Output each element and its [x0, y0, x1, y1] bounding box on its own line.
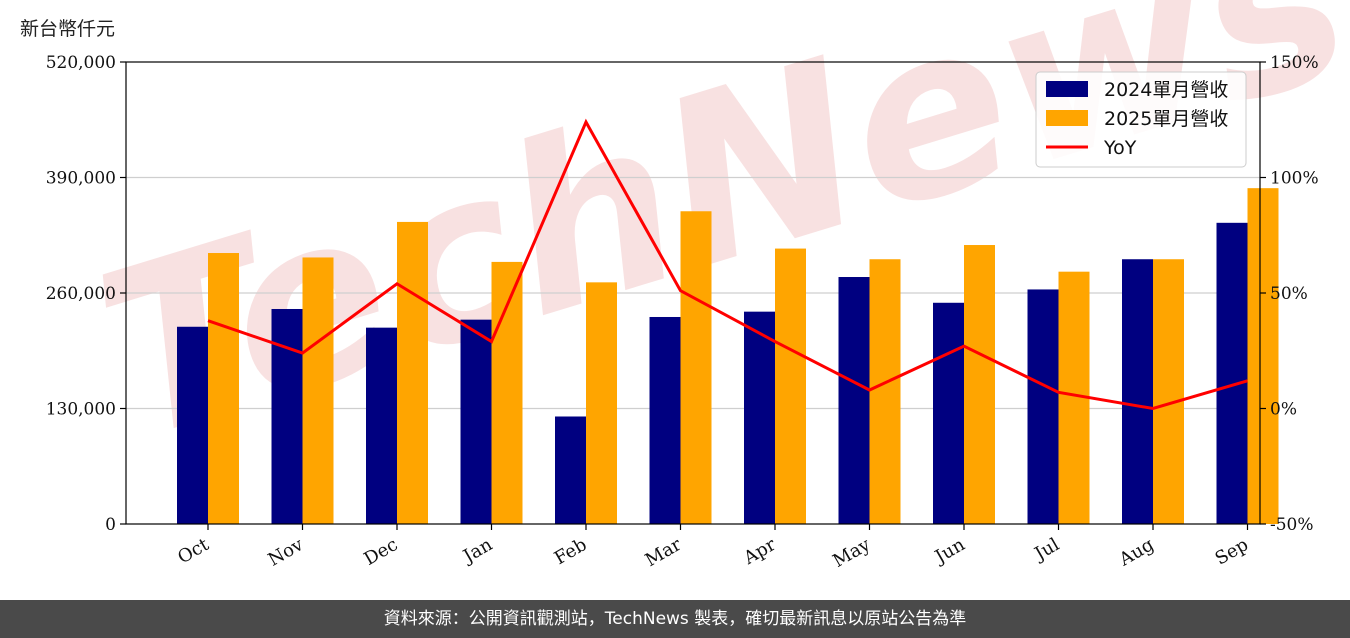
x-tick-label: Dec: [361, 534, 402, 570]
x-tick-label: Sep: [1212, 534, 1252, 569]
yoy-line: [207, 118, 1248, 411]
legend-label: YoY: [1103, 137, 1137, 159]
x-tick-label: Jul: [1029, 534, 1063, 566]
bar-2024: [649, 316, 681, 524]
y2-tick-label: 0%: [1270, 400, 1297, 420]
bars: [177, 188, 1279, 525]
bar-2024: [1027, 289, 1059, 524]
bar-2024: [555, 416, 586, 524]
x-tick-label: Oct: [174, 534, 213, 569]
bar-2025: [1247, 188, 1279, 524]
y2-tick-label: 50%: [1270, 284, 1308, 304]
bar-2025: [869, 259, 901, 524]
bar-2025: [302, 257, 334, 524]
revenue-chart: TechNews 0130,000260,000390,000520,000-5…: [46, 0, 1350, 572]
y-tick-label: 130,000: [46, 400, 116, 420]
bar-2024: [744, 311, 775, 524]
x-tick-label: Apr: [739, 534, 779, 569]
legend-swatch: [1046, 81, 1088, 97]
y-axis-unit-label: 新台幣仟元: [20, 18, 116, 40]
bar-2024: [838, 277, 870, 524]
x-tick-label: Feb: [551, 534, 591, 569]
y-tick-label: 260,000: [46, 284, 116, 304]
bar-2025: [397, 221, 428, 524]
x-tick-label: Jan: [458, 534, 496, 568]
x-tick-label: Mar: [642, 534, 686, 571]
bar-2024: [271, 308, 303, 524]
x-tick-label: May: [829, 534, 874, 572]
y2-tick-label: 150%: [1270, 53, 1319, 73]
legend-swatch: [1046, 110, 1088, 126]
y-tick-label: 390,000: [46, 169, 116, 189]
bar-2024: [933, 302, 964, 524]
bar-2025: [208, 253, 239, 524]
y2-tick-label: 100%: [1270, 169, 1319, 189]
bar-2024: [366, 327, 397, 524]
bar-2025: [775, 248, 806, 525]
bar-2024: [1216, 222, 1248, 525]
bar-2024: [460, 319, 492, 524]
legend-label: 2025單月營收: [1104, 108, 1228, 130]
x-tick-label: Nov: [265, 534, 308, 571]
legend: 2024單月營收 2025單月營收 YoY: [1035, 71, 1247, 168]
y2-tick-label: -50%: [1270, 515, 1314, 535]
x-tick-label: Aug: [1115, 534, 1158, 571]
source-footer: 資料來源：公開資訊觀測站，TechNews 製表，確切最新訊息以原站公告為準: [0, 600, 1350, 638]
legend-label: 2024單月營收: [1104, 79, 1228, 101]
bar-2024: [1122, 259, 1153, 524]
yoy-line-layer: [207, 118, 1248, 411]
bar-2025: [680, 211, 712, 524]
y-tick-label: 0: [105, 515, 116, 535]
bar-2025: [1153, 259, 1184, 524]
bar-2025: [491, 261, 523, 524]
bar-2024: [177, 326, 208, 524]
legend-box: [1035, 71, 1247, 168]
bar-2025: [586, 282, 617, 524]
x-tick-label: Jun: [930, 534, 969, 569]
y-tick-label: 520,000: [46, 53, 116, 73]
bar-2025: [964, 245, 995, 524]
